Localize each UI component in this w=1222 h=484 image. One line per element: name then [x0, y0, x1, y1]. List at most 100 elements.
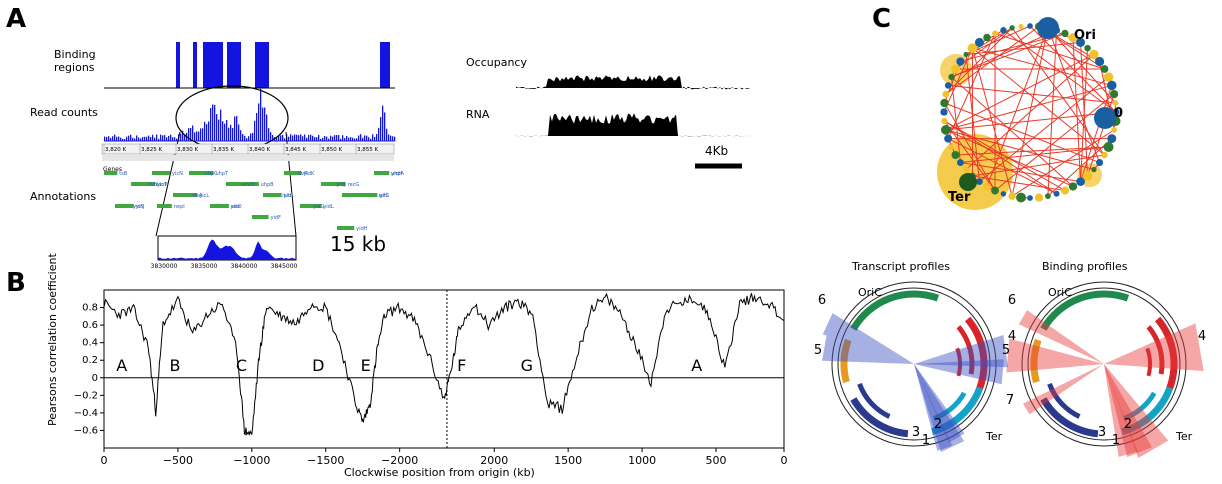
- read-count-bar: [156, 134, 158, 141]
- read-count-bar: [386, 128, 388, 141]
- read-count-bar: [378, 127, 380, 141]
- read-count-bar: [384, 112, 386, 141]
- read-count-bar: [362, 137, 364, 141]
- profile-number: 7: [1006, 393, 1014, 408]
- gene-arrow: [104, 171, 118, 175]
- transcript-profiles-title: Transcript profiles: [852, 260, 950, 273]
- read-count-bar: [314, 137, 316, 141]
- chromosome-node: [1096, 158, 1104, 167]
- chromosome-node: [1094, 56, 1105, 67]
- chromosome-node: [1076, 177, 1085, 186]
- chromosome-node: [1103, 72, 1114, 82]
- x-tick-label: −1500: [307, 454, 344, 467]
- gene-name: yicO: [231, 204, 242, 210]
- read-count-bar: [380, 117, 382, 141]
- chromosome-node: [1053, 190, 1060, 197]
- chromosome-node: [992, 30, 998, 37]
- read-count-bar: [192, 125, 194, 141]
- wheel-arc: [1154, 316, 1178, 390]
- read-count-bar: [140, 138, 142, 141]
- ruler-tick-label: 3,845 K: [285, 147, 306, 153]
- domain-label: F: [457, 356, 466, 375]
- outer-ring: [1021, 281, 1187, 447]
- wheel-arc: [850, 290, 940, 331]
- interaction-chord: [1047, 30, 1058, 197]
- wheel-arc: [932, 391, 967, 421]
- read-count-bar: [374, 136, 376, 141]
- wheel-arc: [931, 386, 984, 435]
- read-count-bar: [352, 137, 354, 141]
- outer-ring: [831, 281, 997, 447]
- chromosome-node: [1061, 29, 1069, 38]
- chromosome-node: [956, 159, 964, 167]
- profile-beam: [1104, 364, 1152, 458]
- read-count-bar: [184, 134, 186, 141]
- read-count-bar: [148, 135, 150, 141]
- read-count-bar: [226, 120, 228, 141]
- profile-number: 5: [1002, 343, 1010, 358]
- chromosome-node: [951, 64, 960, 74]
- chromosome-node: [941, 117, 948, 125]
- interaction-chord: [960, 146, 1109, 164]
- interaction-chord: [945, 54, 1095, 131]
- read-count-bar: [136, 135, 138, 141]
- domain-label: C: [236, 356, 247, 375]
- gene-arrow: [152, 171, 171, 175]
- gene-name: yidJ: [336, 182, 345, 188]
- interaction-chord: [1080, 85, 1113, 182]
- gene-name: ilvR: [298, 171, 308, 177]
- interaction-chord: [966, 41, 1081, 55]
- read-count-bar: [326, 136, 328, 141]
- read-count-bar: [124, 138, 126, 141]
- gene-name: yicN: [172, 171, 183, 177]
- read-count-bar: [290, 134, 292, 141]
- chromosome-node: [976, 178, 983, 185]
- wheel-arc: [850, 397, 909, 438]
- read-count-bar: [242, 133, 244, 141]
- read-count-bar: [202, 128, 204, 141]
- read-count-bar: [158, 138, 160, 141]
- read-count-bar: [368, 137, 370, 141]
- chromosome-node: [1000, 27, 1007, 34]
- read-count-bar: [390, 135, 392, 141]
- interaction-chord: [986, 27, 1049, 187]
- gene-arrow: [342, 193, 359, 197]
- interaction-chord: [945, 26, 1040, 95]
- profile-beam: [914, 364, 953, 451]
- chromosome-node: [1101, 151, 1108, 159]
- rna-label: RNA: [466, 108, 490, 121]
- read-count-bar: [298, 135, 300, 141]
- gene-name: yicL: [199, 193, 209, 199]
- read-count-bar: [126, 136, 128, 141]
- read-count-bar: [340, 138, 342, 141]
- read-count-bar: [120, 137, 122, 141]
- read-count-bar: [312, 135, 314, 141]
- interaction-chord: [972, 47, 1112, 86]
- gene-arrow: [173, 193, 191, 197]
- interaction-chord: [960, 162, 1081, 183]
- gene-name: yicT: [157, 182, 168, 188]
- occupancy-label: Occupancy: [466, 56, 527, 69]
- interaction-chord: [1047, 27, 1101, 163]
- domain-label: A: [691, 356, 702, 375]
- read-count-bar: [106, 136, 108, 141]
- chromosome-node: [967, 43, 978, 53]
- chromosome-node: [940, 98, 949, 108]
- read-count-bar: [218, 119, 220, 141]
- gene-arrow: [189, 171, 203, 175]
- oric-label: OriC: [1048, 286, 1072, 299]
- x-tick-label: 1000: [628, 454, 656, 467]
- zero-label: 0: [1114, 106, 1124, 121]
- interaction-chord: [994, 32, 1105, 70]
- read-count-bar: [324, 136, 326, 141]
- ter-small-label: Ter: [985, 430, 1003, 443]
- gene-name: recG: [348, 182, 360, 188]
- read-count-bar: [152, 134, 154, 141]
- read-count-bar: [264, 107, 266, 141]
- gene-name: xanP: [155, 182, 167, 188]
- chromosome-node: [974, 37, 984, 47]
- x-tick-label: −2000: [381, 454, 418, 467]
- chromosome-node: [1091, 166, 1097, 173]
- inset-span-label: 15 kb: [330, 232, 387, 256]
